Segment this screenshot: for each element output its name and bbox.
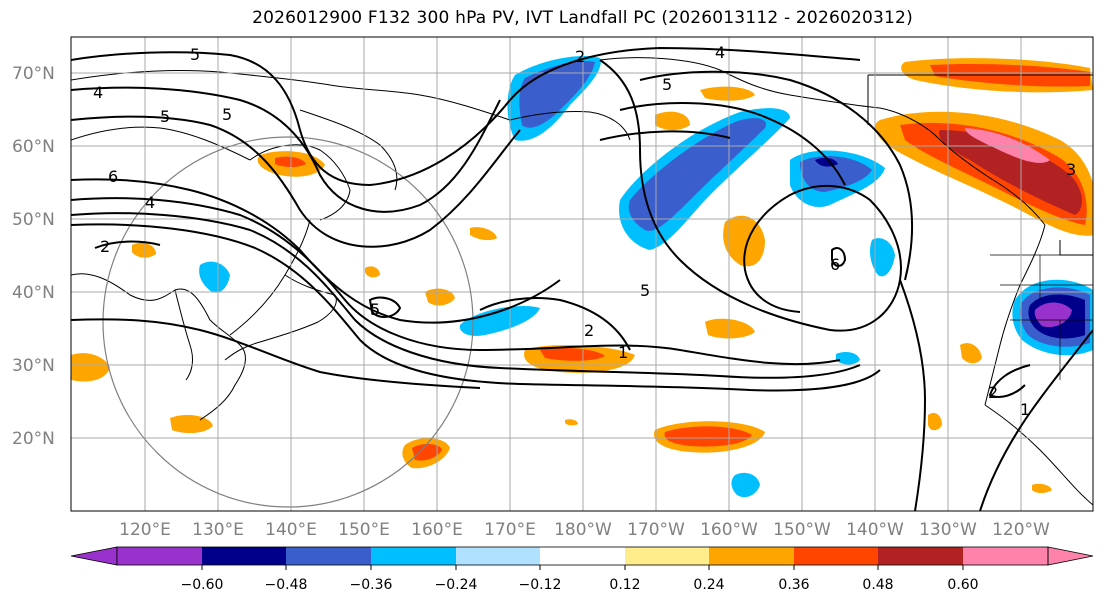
contour-label: 5 — [370, 300, 380, 319]
contour-label: 6 — [108, 167, 118, 186]
longitude-labels: 120°E 130°E 140°E 150°E 160°E 170°E 180°… — [119, 520, 1050, 540]
colorbar-tick-label: 0.36 — [778, 577, 809, 593]
colorbar-bin — [540, 547, 625, 565]
lon-label: 130°E — [192, 520, 244, 540]
lat-label-40n: 40°N — [12, 283, 55, 303]
contour-label: 4 — [715, 43, 725, 62]
lon-label: 180°W — [554, 520, 612, 540]
lon-label: 160°W — [700, 520, 758, 540]
colorbar-tick-label: −0.36 — [350, 577, 393, 593]
colorbar-bin — [202, 547, 286, 565]
colorbar-tick-label: 0.12 — [609, 577, 640, 593]
colorbar-bin — [878, 547, 963, 565]
colorbar-bin — [456, 547, 540, 565]
reference-circle — [102, 136, 474, 508]
lon-label: 150°W — [773, 520, 831, 540]
colorbar-extend-right — [1047, 546, 1094, 566]
lat-label-30n: 30°N — [12, 356, 55, 376]
lat-label-60n: 60°N — [12, 137, 55, 157]
colorbar-tick-label: 0.60 — [947, 577, 978, 593]
colorbar-bin — [286, 547, 371, 565]
contour-label: 4 — [93, 83, 103, 102]
colorbar-extend-left — [70, 546, 118, 566]
lat-label-50n: 50°N — [12, 210, 55, 230]
colorbar-tick-label: −0.60 — [181, 577, 224, 593]
colorbar-bin — [117, 547, 202, 565]
contour-label: 5 — [662, 75, 672, 94]
colorbar-tick-label: −0.48 — [265, 577, 308, 593]
latitude-labels: 70°N 60°N 50°N 40°N 30°N 20°N — [12, 64, 55, 449]
lon-label: 170°W — [627, 520, 685, 540]
contour-labels: 2 4 5 4 5 5 6 4 2 5 5 2 1 5 6 2 1 3 — [93, 43, 1076, 419]
contour-label: 1 — [1020, 400, 1030, 419]
lon-label: 170°E — [484, 520, 536, 540]
contour-label: 5 — [222, 105, 232, 124]
lat-label-70n: 70°N — [12, 64, 55, 84]
contour-label: 5 — [640, 281, 650, 300]
contour-label: 3 — [1066, 160, 1076, 179]
colorbar-tick-label: −0.12 — [519, 577, 562, 593]
lon-label: 120°E — [119, 520, 171, 540]
contour-label: 2 — [575, 47, 585, 66]
map-frame — [70, 36, 1094, 512]
colorbar-bin — [963, 547, 1048, 565]
map-title: 2026012900 F132 300 hPa PV, IVT Landfall… — [252, 8, 913, 28]
contour-label: 4 — [145, 193, 155, 212]
lon-label: 140°W — [846, 520, 904, 540]
lon-label: 120°W — [992, 520, 1050, 540]
colorbar-tick-label: 0.24 — [693, 577, 724, 593]
colorbar-bin — [794, 547, 878, 565]
lon-label: 160°E — [411, 520, 463, 540]
pv-contours — [71, 46, 1093, 511]
colorbar-bin — [709, 547, 794, 565]
colorbar-tick-label: 0.48 — [862, 577, 893, 593]
lat-label-20n: 20°N — [12, 429, 55, 449]
colorbar-tick-label: −0.24 — [435, 577, 478, 593]
lon-label: 150°E — [338, 520, 390, 540]
lon-label: 140°E — [265, 520, 317, 540]
contour-label: 5 — [190, 45, 200, 64]
lon-label: 130°W — [919, 520, 977, 540]
colorbar-bin — [625, 547, 709, 565]
contour-label: 5 — [160, 107, 170, 126]
colorbar-bin — [371, 547, 456, 565]
contour-label: 2 — [988, 383, 998, 402]
contour-label: 6 — [830, 255, 840, 274]
contour-label: 1 — [618, 343, 628, 362]
contour-label: 2 — [100, 237, 110, 256]
colorbar: −0.60 −0.48 −0.36 −0.24 −0.12 0.12 0.24 … — [70, 546, 1094, 593]
contour-label: 2 — [584, 321, 594, 340]
